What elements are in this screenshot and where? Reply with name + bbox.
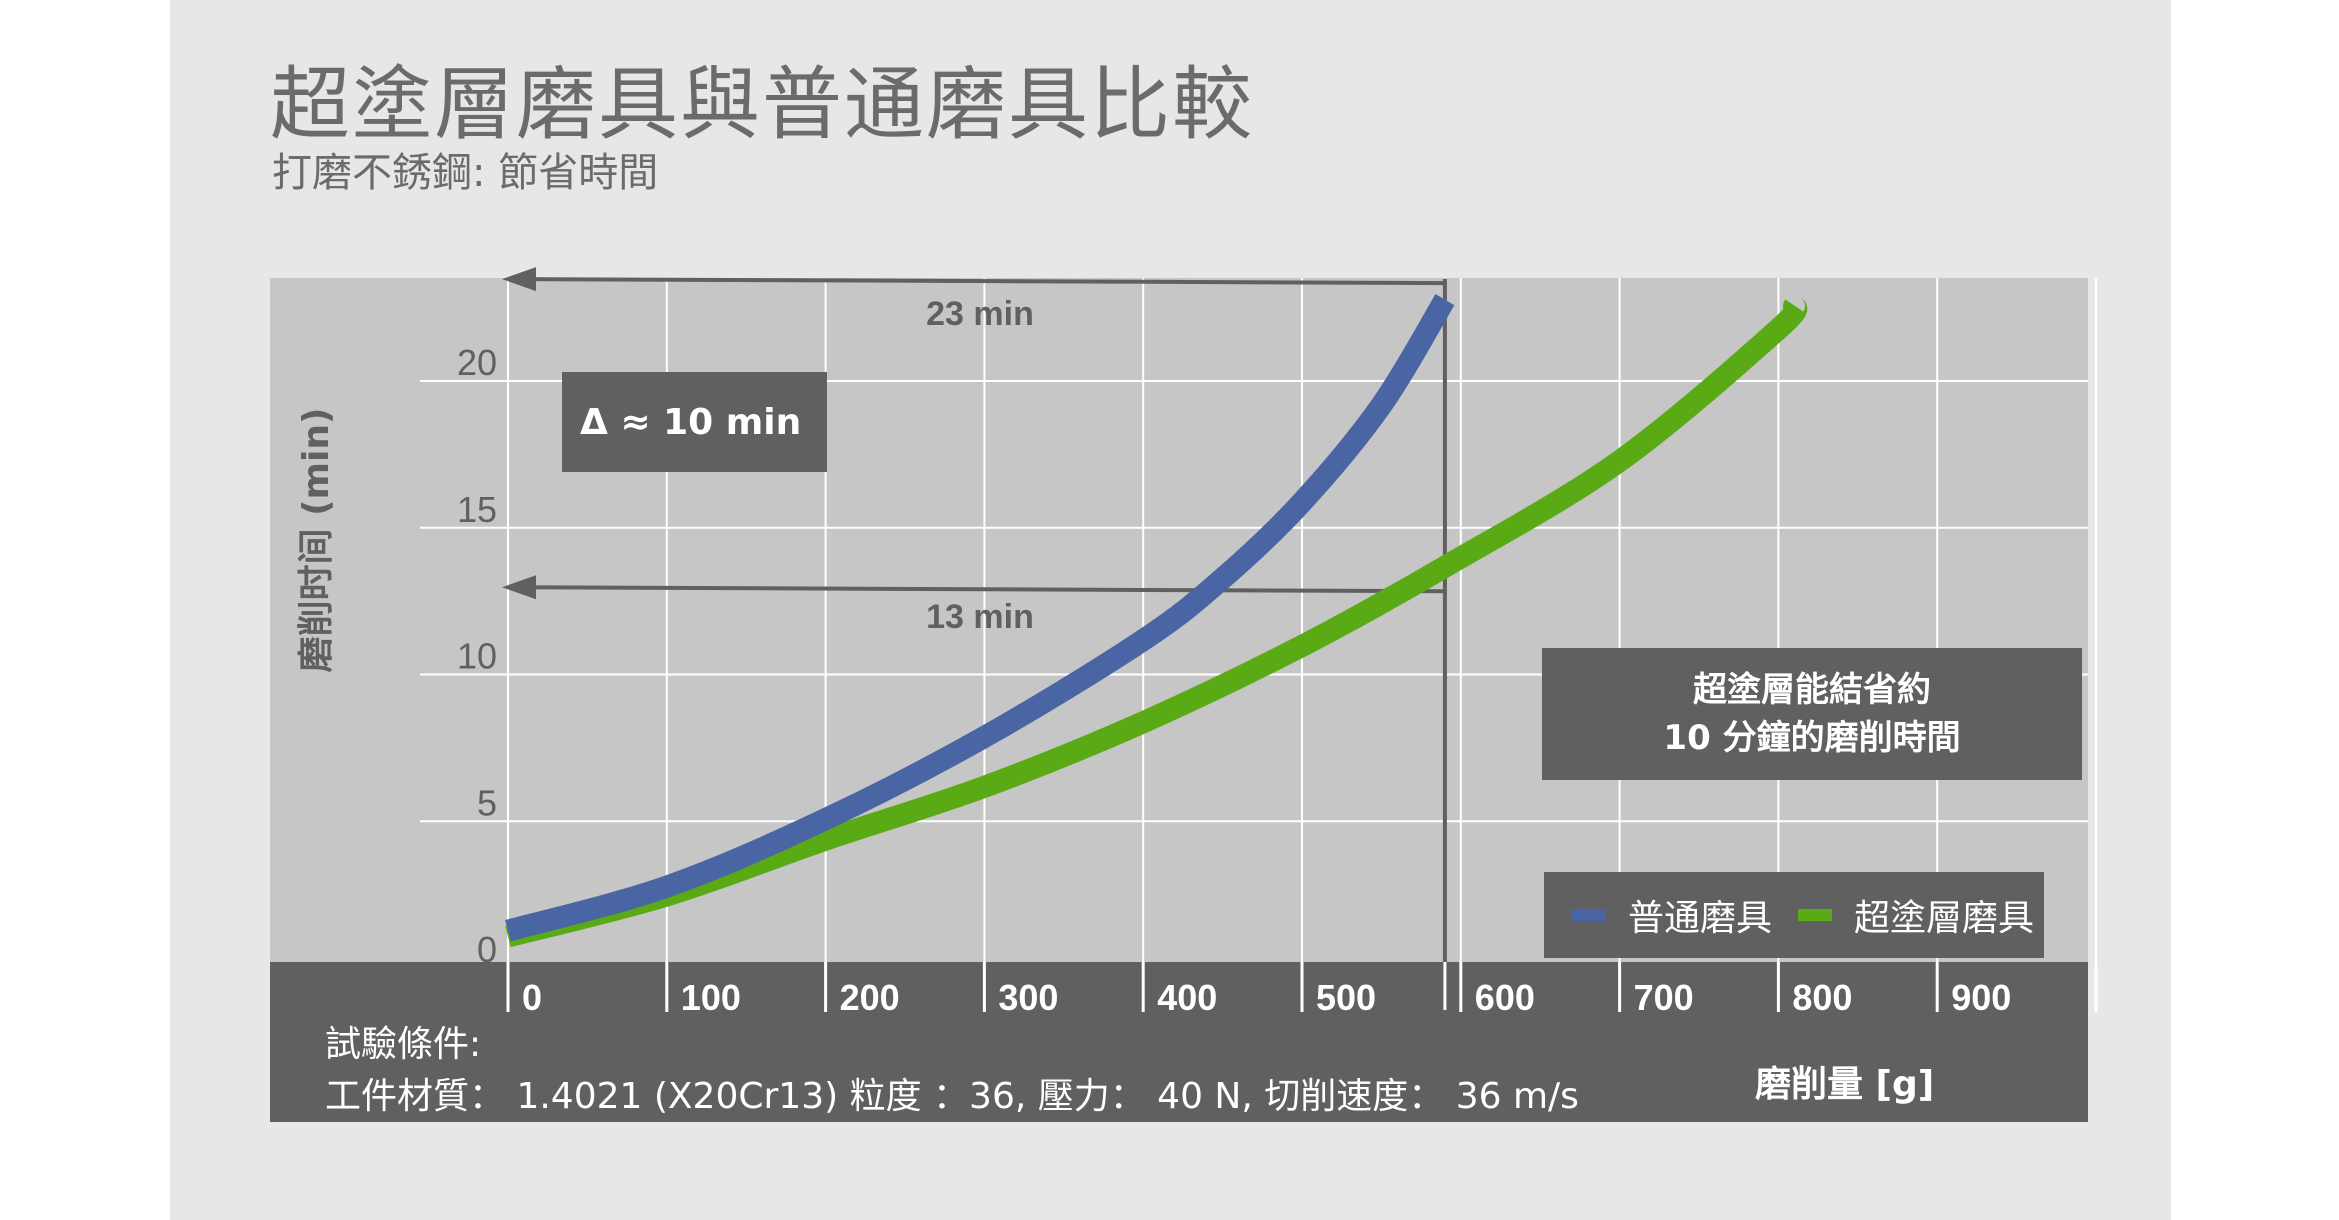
legend-swatch-coated [1798, 909, 1833, 921]
arrow-23min-head [502, 267, 536, 292]
arrow-label-23min: 23 min [926, 295, 1034, 333]
legend: 普通磨具 超塗層磨具 [1544, 872, 2044, 958]
arrow-13min-line [519, 585, 1445, 594]
savings-annotation-box: 超塗層能結省約 10 分鐘的磨削時間 [1542, 648, 2082, 780]
savings-line-1: 超塗層能結省約 [1693, 670, 1931, 710]
y-tick-label-15: 15 [457, 489, 497, 530]
series-line-normal [505, 293, 1455, 942]
legend-label-normal: 普通磨具 [1628, 898, 1773, 939]
test-conditions-label: 試驗條件: [325, 1024, 482, 1065]
y-tick-label-10: 10 [457, 636, 497, 677]
delta-annotation-box: Δ ≈ 10 min [562, 372, 827, 472]
x-axis-title: 磨削量 [g] [1755, 1064, 1935, 1105]
x-axis-band [270, 962, 2088, 1122]
series-line-coated [505, 295, 1808, 948]
chart-subtitle: 打磨不銹鋼: 節省時間 [272, 150, 659, 196]
chart-title: 超塗層磨具與普通磨具比較 [270, 58, 1254, 151]
savings-line-2: 10 分鐘的磨削時間 [1663, 718, 1961, 758]
y-tick-label-5: 5 [477, 782, 497, 823]
y-axis-title: 磨削时间 (min) [296, 407, 337, 673]
arrow-label-13min: 13 min [926, 598, 1034, 636]
arrow-23min-line [519, 277, 1445, 286]
test-conditions-text: 工件材質： 1.4021 (X20Cr13) 粒度 ：36, 壓力： 40 N,… [325, 1076, 1579, 1117]
y-tick-label-0: 0 [477, 929, 497, 970]
legend-label-coated: 超塗層磨具 [1854, 898, 2035, 939]
arrow-13min-head [502, 575, 536, 600]
legend-swatch-normal [1572, 909, 1606, 921]
delta-annotation-text: Δ ≈ 10 min [580, 401, 802, 443]
y-tick-label-20: 20 [457, 342, 497, 383]
